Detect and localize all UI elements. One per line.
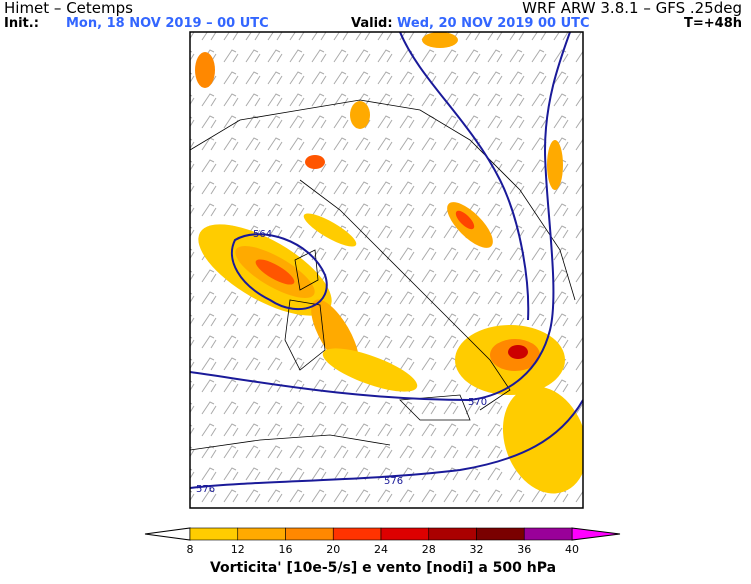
colorbar-tick-label: 20 bbox=[326, 543, 340, 556]
source: Himet – Cetemps bbox=[4, 0, 133, 17]
contour-label: 570 bbox=[468, 397, 487, 408]
colorbar-tick-label: 16 bbox=[279, 543, 293, 556]
lead-time: T=+48h bbox=[684, 16, 742, 31]
colorbar-segment bbox=[380, 527, 430, 541]
contour-label: 576 bbox=[196, 484, 215, 495]
colorbar-tick-label: 12 bbox=[231, 543, 245, 556]
map: 564 570 576 576 bbox=[190, 32, 583, 508]
init-label: Init.: bbox=[4, 16, 39, 31]
colorbar-segment bbox=[428, 527, 477, 541]
colorbar-caption: Vorticita' [10e-5/s] e vento [nodi] a 50… bbox=[210, 560, 556, 576]
colorbar-segment bbox=[332, 527, 382, 541]
init-value: Mon, 18 NOV 2019 – 00 UTC bbox=[66, 16, 269, 31]
valid-value: Wed, 20 NOV 2019 00 UTC bbox=[397, 16, 590, 31]
colorbar-segment bbox=[189, 527, 239, 541]
coastlines bbox=[190, 99, 576, 451]
colorbar-segment bbox=[476, 527, 525, 541]
colorbar-tick-label: 24 bbox=[374, 543, 388, 556]
contour-label: 576 bbox=[384, 476, 403, 487]
colorbar-tick-label: 40 bbox=[565, 543, 579, 556]
colorbar-segment bbox=[285, 527, 334, 541]
colorbar: 8 12 16 20 24 28 32 36 40 bbox=[144, 527, 621, 556]
colorbar-segment bbox=[523, 527, 573, 541]
model: WRF ARW 3.8.1 – GFS .25deg bbox=[522, 0, 742, 17]
colorbar-tick-label: 32 bbox=[470, 543, 484, 556]
contour-label: 564 bbox=[253, 229, 272, 240]
valid-label: Valid: bbox=[351, 16, 393, 31]
colorbar-tick-label: 36 bbox=[517, 543, 531, 556]
geopotential-contours bbox=[190, 32, 583, 489]
colorbar-tick-label: 28 bbox=[422, 543, 436, 556]
colorbar-tick-label: 8 bbox=[187, 543, 194, 556]
colorbar-segment bbox=[237, 527, 286, 541]
map-frame bbox=[189, 31, 584, 509]
